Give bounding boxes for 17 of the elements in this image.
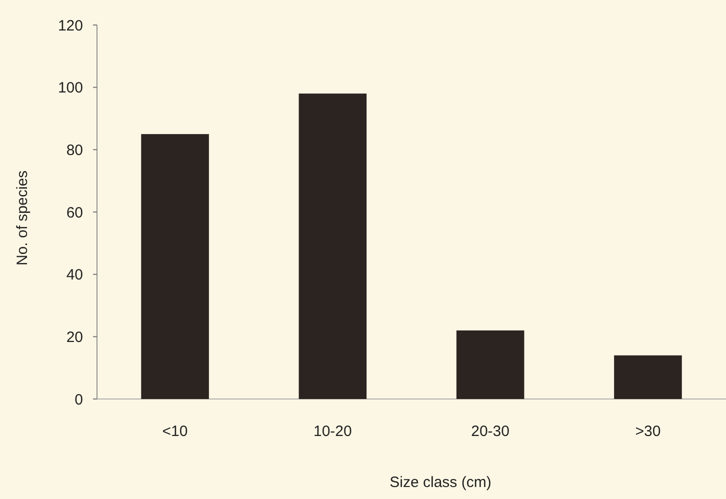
y-tick-label: 40 bbox=[66, 266, 83, 284]
bar bbox=[298, 94, 367, 399]
y-tick-label: 20 bbox=[66, 328, 83, 346]
x-tick-label: 20-30 bbox=[471, 423, 510, 440]
x-tick-label: <10 bbox=[162, 423, 188, 440]
y-tick-label: 120 bbox=[58, 17, 83, 34]
bar bbox=[456, 330, 524, 399]
y-axis-title: No. of species bbox=[14, 170, 31, 266]
bar bbox=[614, 355, 682, 399]
y-tick-label: 60 bbox=[66, 204, 83, 222]
x-tick-label: >30 bbox=[635, 423, 661, 440]
y-tick-label: 0 bbox=[74, 391, 83, 408]
y-tick-label: 80 bbox=[66, 142, 83, 159]
x-axis-title: Size class (cm) bbox=[390, 474, 492, 491]
x-tick-label: 10-20 bbox=[313, 423, 352, 440]
y-tick-label: 100 bbox=[58, 80, 83, 97]
bar bbox=[141, 134, 209, 399]
